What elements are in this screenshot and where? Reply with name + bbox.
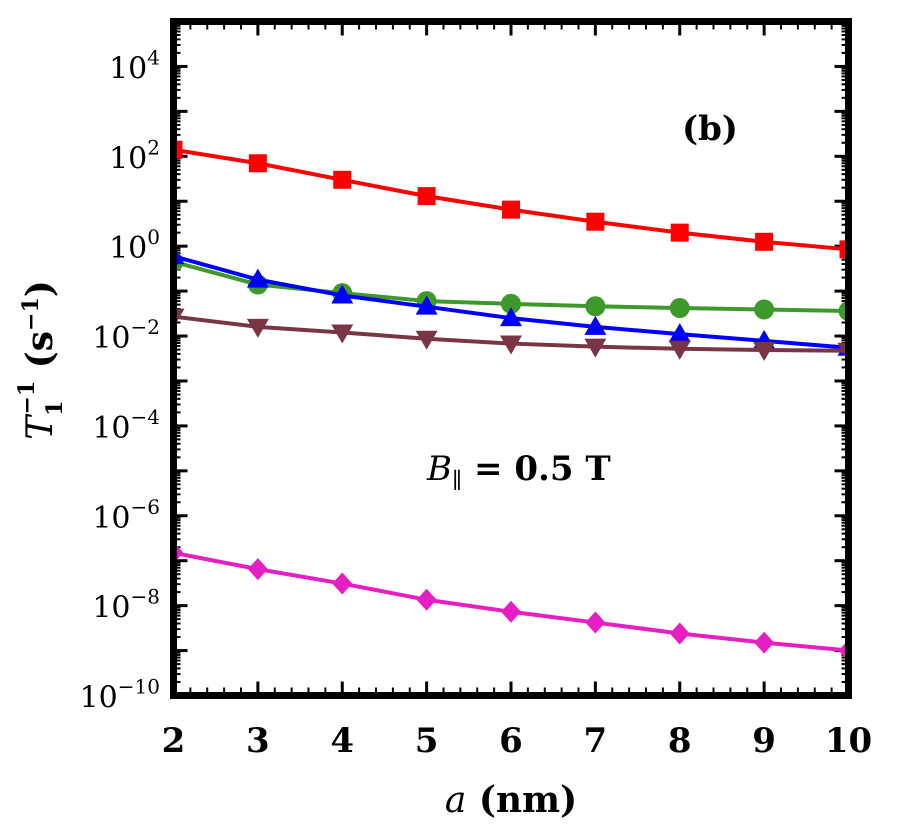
square-marker (248, 154, 267, 173)
y-tick-label: 10−4 (92, 405, 160, 446)
diamond-series (173, 541, 849, 662)
plot-frame (170, 18, 852, 699)
triangle-up-marker (331, 284, 354, 304)
y-tick-label: 10−2 (92, 315, 160, 356)
square-marker (173, 140, 183, 159)
diamond-marker (501, 600, 521, 623)
square-marker (502, 200, 520, 219)
field-annotation: B∥ = 0.5 T (426, 449, 611, 494)
square-marker (417, 187, 436, 206)
y-tick-label: 10−8 (92, 585, 160, 626)
circle-marker (754, 299, 775, 320)
annotation-sub: ∥ (452, 469, 462, 494)
x-tick-label: 10 (825, 721, 872, 761)
tick-labels: 2 3 4 5 6 7 8 9 10 104 102 100 10−2 10−4 10−6 10−8 10−10 (80, 45, 873, 761)
x-tick-label: 3 (246, 721, 270, 761)
square-marker (586, 212, 605, 231)
x-tick-label: 9 (752, 721, 776, 761)
triangle-down-marker (246, 318, 269, 338)
annotation-var: B (426, 449, 452, 489)
circle-marker (501, 293, 521, 314)
square-series (173, 140, 849, 259)
triangle-up-marker (246, 268, 269, 288)
diamond-marker (332, 572, 353, 595)
y-axis-label: T1−1 (s−1) (14, 280, 68, 440)
triangle-up-marker (415, 295, 438, 315)
triangle-up-marker (584, 315, 607, 335)
x-tick-label: 7 (584, 721, 608, 761)
x-tick-label: 2 (162, 721, 186, 761)
circle-marker (585, 296, 606, 317)
diamond-marker (247, 558, 268, 581)
series-layer (173, 140, 849, 662)
triangle-down-marker (500, 335, 522, 355)
square-marker (333, 170, 352, 189)
triangle-down-marker (668, 340, 691, 360)
panel-label: (b) (682, 109, 738, 149)
y-tick-label: 102 (109, 135, 160, 176)
x-tick-label: 5 (415, 721, 439, 761)
diamond-marker (754, 631, 775, 654)
y-tick-label: 10−6 (92, 495, 160, 536)
annotation-text: = 0.5 T (462, 449, 610, 489)
triangle-down-marker (753, 341, 776, 361)
diamond-marker (585, 611, 606, 634)
x-tick-label: 8 (668, 721, 692, 761)
square-marker (755, 232, 774, 251)
triangle-down-marker (584, 338, 607, 358)
x-tick-label: 4 (330, 721, 354, 761)
triangle-up-marker (500, 307, 522, 327)
square-marker (670, 223, 689, 242)
diamond-marker (669, 622, 690, 645)
x-axis-label: a (nm) (445, 779, 577, 821)
triangle-down-marker (331, 324, 354, 344)
triangle-down-marker (415, 330, 438, 350)
triangle-up-marker (668, 323, 691, 343)
y-tick-label: 104 (109, 45, 160, 86)
y-tick-label: 100 (109, 225, 160, 266)
x-tick-label: 6 (499, 721, 523, 761)
triangle-down-series (173, 308, 849, 362)
y-tick-label: 10−10 (80, 675, 160, 716)
circle-marker (669, 298, 690, 319)
square-marker (839, 240, 849, 259)
diamond-marker (416, 588, 437, 611)
